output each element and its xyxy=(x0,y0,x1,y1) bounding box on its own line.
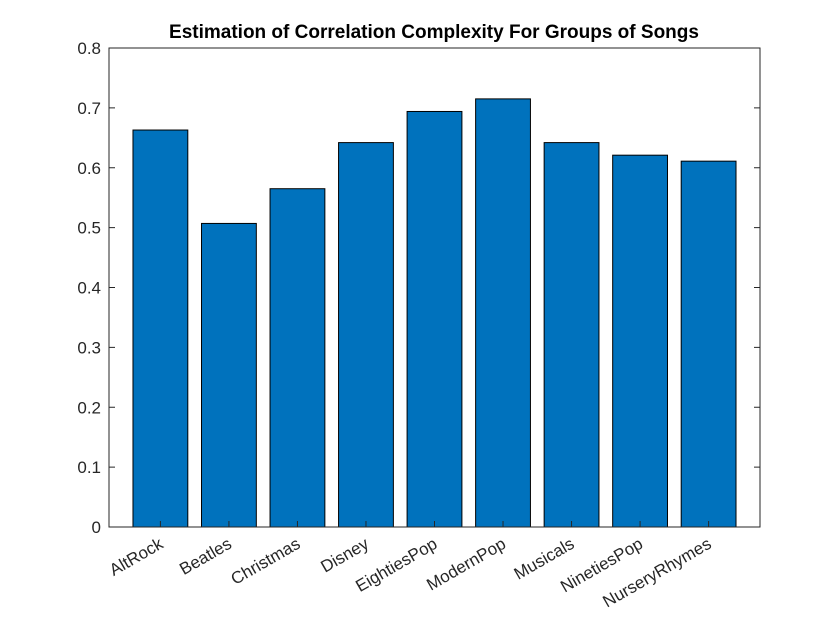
bar-modernpop xyxy=(475,98,531,528)
y-axis: 0 0.1 0.2 0.3 0.4 0.5 0.6 0.7 0.8 xyxy=(77,39,760,537)
y-tick-label: 0.7 xyxy=(77,99,101,118)
chart-title: Estimation of Correlation Complexity For… xyxy=(169,22,699,43)
bar-ninetiespop xyxy=(612,154,668,528)
y-tick-label: 0.6 xyxy=(77,159,101,178)
bar-disney xyxy=(338,142,394,528)
y-tick-label: 0.3 xyxy=(77,338,101,357)
x-tick-label: AltRock xyxy=(106,534,167,580)
y-tick-label: 0.5 xyxy=(77,219,101,238)
y-tick-label: 0 xyxy=(92,518,101,537)
bar-altrock xyxy=(132,129,189,528)
x-tick-label: Beatles xyxy=(176,534,235,579)
bar-beatles xyxy=(201,222,257,528)
bar-musicals xyxy=(543,142,600,528)
y-tick-label: 0.1 xyxy=(77,458,101,477)
y-tick-label: 0.4 xyxy=(77,279,101,298)
bar-eightiespop xyxy=(406,110,463,528)
x-tick-label: Christmas xyxy=(228,534,304,589)
y-tick-label: 0.2 xyxy=(77,398,101,417)
bar-nurseryrhymes xyxy=(680,160,737,528)
x-tick-label: ModernPop xyxy=(423,534,509,594)
x-tick-label: Disney xyxy=(317,534,372,577)
bar-christmas xyxy=(269,188,326,528)
y-tick-label: 0.8 xyxy=(77,39,101,58)
bars-group xyxy=(132,98,737,528)
